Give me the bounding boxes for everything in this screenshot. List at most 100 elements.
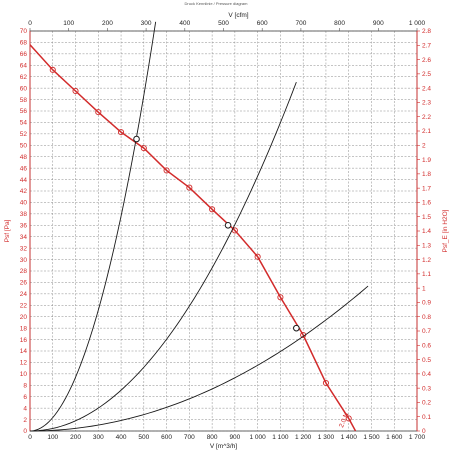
x-bottom-tick-label: 1 000 [250, 434, 267, 441]
x-bottom-tick-label: 900 [229, 434, 240, 441]
y-left-tick-label: 60 [20, 85, 28, 92]
y-left-tick-label: 54 [20, 120, 28, 127]
x-bottom-tick-label: 1 400 [341, 434, 358, 441]
operating-point [224, 221, 232, 229]
y-left-tick-label: 22 [20, 302, 28, 309]
fan-curve [29, 44, 357, 432]
fan-curve-marker [95, 109, 102, 116]
y-right-axis-label: Psf_E [in H2O] [442, 209, 449, 252]
x-top-tick-label: 900 [373, 20, 384, 27]
x-top-tick-label: 700 [295, 20, 306, 27]
axis-labels: 0 100 200 300 400 500 600 700 800 900 1 000 1 100 1 … [4, 12, 449, 450]
y-left-tick-label: 38 [20, 211, 28, 218]
y-right-tick-label: 2 [422, 142, 426, 149]
y-right-tick-label: 2.8 [422, 28, 431, 35]
x-top-tick-label: 500 [218, 20, 229, 27]
x-top-tick-label: 1 000 [409, 20, 426, 27]
y-left-tick-label: 52 [20, 131, 28, 138]
y-right-tick-label: 1.2 [422, 257, 431, 264]
y-left-tick-label: 46 [20, 165, 28, 172]
y-left-tick-label: 8 [23, 382, 27, 389]
grid [29, 30, 418, 432]
fan-curve-marker [277, 294, 284, 301]
y-left-tick-label: 58 [20, 97, 28, 104]
y-right-tick-label: 1.3 [422, 242, 431, 249]
y-right-tick-label: 2.4 [422, 85, 431, 92]
x-top-tick-label: 600 [257, 20, 268, 27]
y-left-tick-label: 56 [20, 108, 28, 115]
fan-curve-marker [72, 87, 79, 95]
operating-point [293, 324, 300, 332]
y-left-tick-label: 18 [20, 325, 28, 332]
x-bottom-tick-label: 200 [70, 434, 81, 441]
y-right-tick-label: 2.6 [422, 57, 431, 64]
y-left-tick-label: 12 [20, 360, 28, 367]
y-left-tick-label: 44 [20, 177, 28, 184]
y-right-tick-label: 0.5 [422, 357, 431, 364]
y-left-tick-label: 20 [20, 314, 28, 321]
y-right-tick-label: 2.3 [422, 100, 431, 107]
y-left-tick-label: 14 [20, 348, 28, 355]
x-bottom-tick-label: 0 [28, 434, 32, 441]
y-right-tick-label: 1.6 [422, 200, 431, 207]
y-right-tick-label: 2.2 [422, 114, 431, 121]
y-left-tick-label: 4 [23, 405, 27, 412]
y-right-tick-label: 0.7 [422, 328, 431, 335]
x-top-tick-label: 300 [141, 20, 152, 27]
x-bottom-tick-label: 1 600 [386, 434, 403, 441]
x-top-tick-label: 200 [102, 20, 113, 27]
y-right-tick-label: 2.7 [422, 42, 431, 49]
fan-curve-marker [140, 145, 147, 152]
curves [29, 21, 369, 432]
x-top-tick-label: 100 [63, 20, 74, 27]
y-left-tick-label: 26 [20, 280, 28, 287]
y-left-tick-label: 24 [20, 291, 28, 298]
y-left-tick-label: 6 [23, 394, 27, 401]
y-left-tick-label: 64 [20, 62, 28, 69]
y-right-tick-label: 0.8 [422, 314, 431, 321]
y-left-tick-label: 36 [20, 222, 28, 229]
y-left-tick-label: 70 [20, 28, 28, 35]
fan-curve-marker [118, 129, 125, 136]
y-right-tick-label: 0.9 [422, 300, 431, 307]
fan-curve-marker [186, 184, 193, 191]
fan-curve-marker [345, 415, 352, 422]
x-bottom-tick-label: 1 100 [272, 434, 289, 441]
x-bottom-tick-label: 1 700 [409, 434, 426, 441]
fan-curve-marker [163, 167, 170, 174]
y-left-tick-label: 0 [23, 428, 27, 435]
x-top-tick-label: 400 [179, 20, 190, 27]
y-right-tick-label: 1.5 [422, 214, 431, 221]
x-bottom-tick-label: 300 [93, 434, 104, 441]
system-curve-2 [29, 81, 297, 432]
x-bottom-tick-label: 100 [47, 434, 58, 441]
x-bottom-tick-label: 500 [138, 434, 149, 441]
y-right-tick-label: 0.1 [422, 414, 431, 421]
y-left-axis-label: Psf [Pa] [4, 219, 11, 242]
x-bottom-tick-label: 1 200 [295, 434, 312, 441]
y-left-tick-label: 62 [20, 74, 28, 81]
y-left-tick-label: 50 [20, 142, 28, 149]
x-bottom-tick-label: 600 [161, 434, 172, 441]
y-left-tick-label: 66 [20, 51, 28, 58]
y-right-tick-label: 1.4 [422, 228, 431, 235]
y-right-tick-label: 1.8 [422, 171, 431, 178]
fan-curve-marker [322, 379, 329, 387]
x-bottom-tick-label: 700 [184, 434, 195, 441]
plot-area [30, 31, 417, 431]
x-bottom-tick-label: 1 500 [363, 434, 380, 441]
x-bottom-tick-label: 1 300 [318, 434, 335, 441]
y-left-tick-label: 32 [20, 245, 28, 252]
y-right-tick-label: 0.3 [422, 385, 431, 392]
x-bottom-tick-label: 800 [207, 434, 218, 441]
y-right-tick-label: 0.2 [422, 400, 431, 407]
y-right-tick-label: 1 [422, 285, 426, 292]
fan-curve-marker [254, 253, 261, 260]
y-left-tick-label: 16 [20, 337, 28, 344]
y-left-tick-label: 28 [20, 268, 28, 275]
x-bottom-axis-label: V [m^3/h] [210, 443, 237, 450]
y-left-tick-label: 42 [20, 188, 28, 195]
y-right-tick-label: 1.7 [422, 185, 431, 192]
fan-curve-marker [209, 206, 216, 213]
chart-title: Druck Kennlinie / Pressure diagram [185, 1, 249, 6]
